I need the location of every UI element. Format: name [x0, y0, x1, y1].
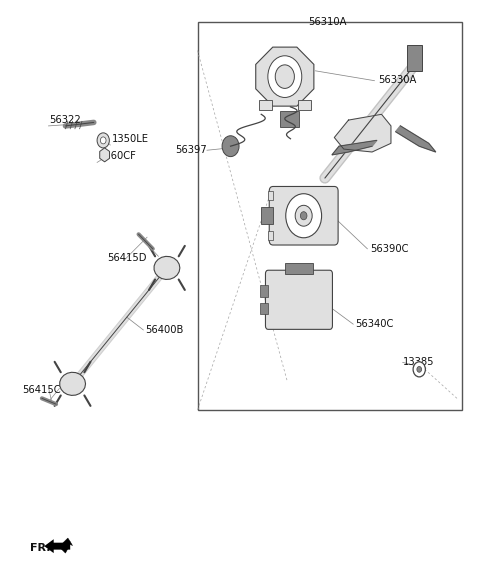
Circle shape — [286, 193, 322, 238]
Bar — [261, 207, 273, 225]
Bar — [285, 263, 313, 273]
Circle shape — [295, 205, 312, 226]
Bar — [198, 22, 462, 410]
Circle shape — [97, 133, 109, 148]
Bar — [268, 191, 273, 201]
Polygon shape — [154, 256, 180, 279]
Text: FR.: FR. — [30, 543, 50, 553]
Bar — [280, 111, 299, 127]
Text: 13385: 13385 — [403, 357, 434, 367]
Text: 56400B: 56400B — [145, 325, 184, 335]
Polygon shape — [60, 372, 85, 395]
Text: 56310A: 56310A — [308, 17, 347, 27]
Polygon shape — [332, 141, 377, 155]
Circle shape — [268, 56, 302, 98]
Bar — [408, 45, 421, 71]
Text: 56322: 56322 — [49, 115, 81, 125]
Bar — [260, 285, 268, 297]
FancyBboxPatch shape — [265, 270, 333, 329]
Circle shape — [100, 137, 106, 144]
Polygon shape — [44, 539, 70, 553]
Polygon shape — [396, 126, 436, 152]
Text: 56340C: 56340C — [356, 319, 394, 329]
Polygon shape — [100, 148, 109, 162]
Polygon shape — [335, 114, 391, 152]
Text: 56415D: 56415D — [107, 253, 146, 263]
Text: 56330A: 56330A — [378, 75, 416, 85]
Circle shape — [222, 136, 239, 156]
Bar — [259, 100, 272, 110]
Text: 1350LE: 1350LE — [112, 133, 149, 143]
Circle shape — [275, 65, 294, 88]
Bar — [268, 231, 273, 240]
Circle shape — [300, 212, 307, 220]
Text: 56415C: 56415C — [22, 385, 60, 395]
Text: 1360CF: 1360CF — [98, 151, 136, 161]
Polygon shape — [256, 47, 314, 106]
FancyBboxPatch shape — [269, 186, 338, 245]
Circle shape — [417, 366, 421, 372]
Polygon shape — [59, 538, 72, 553]
Circle shape — [413, 362, 425, 377]
Bar — [298, 100, 311, 110]
Bar — [260, 303, 268, 315]
Text: 56390C: 56390C — [370, 244, 408, 254]
Text: 56397: 56397 — [175, 145, 207, 155]
